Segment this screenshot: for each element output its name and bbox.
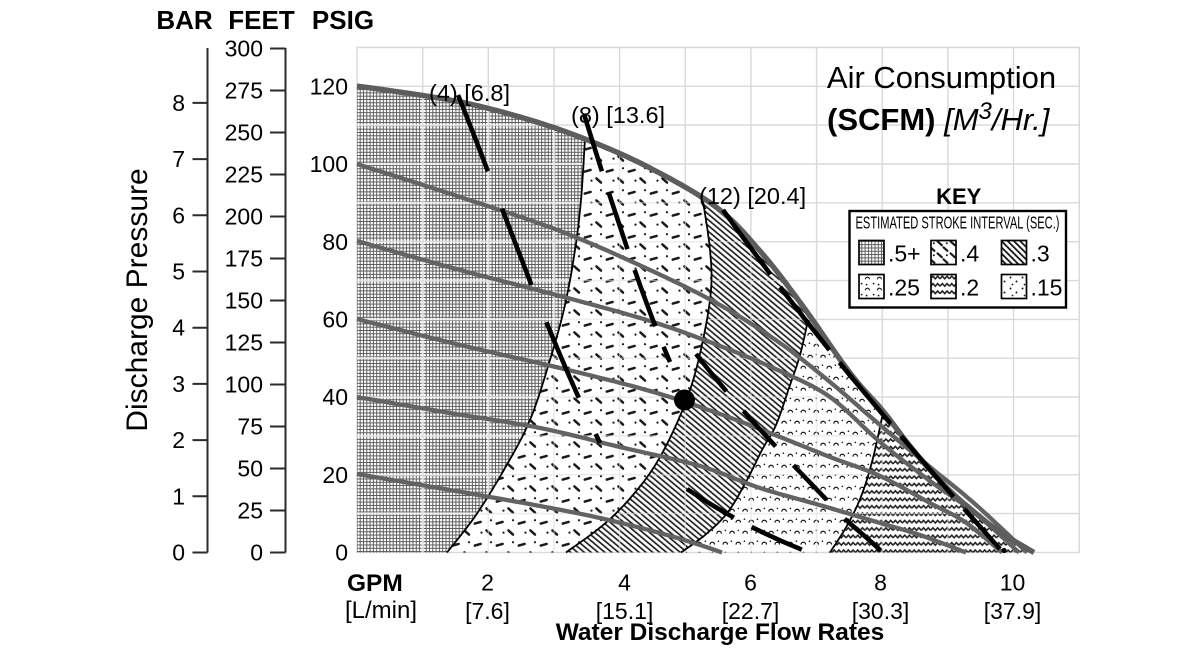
svg-text:60: 60 bbox=[322, 307, 348, 333]
svg-text:2: 2 bbox=[481, 570, 494, 596]
svg-text:(12) [20.4]: (12) [20.4] bbox=[699, 183, 806, 209]
svg-text:[L/min]: [L/min] bbox=[345, 597, 417, 624]
svg-text:0: 0 bbox=[172, 540, 185, 566]
svg-text:(SCFM) [M3/Hr.]: (SCFM) [M3/Hr.] bbox=[827, 98, 1051, 137]
svg-text:.4: .4 bbox=[960, 241, 979, 267]
svg-text:.3: .3 bbox=[1031, 241, 1050, 267]
svg-text:PSIG: PSIG bbox=[312, 5, 374, 35]
svg-text:BAR: BAR bbox=[156, 5, 213, 35]
svg-text:150: 150 bbox=[225, 288, 263, 314]
svg-text:120: 120 bbox=[310, 74, 348, 100]
svg-text:75: 75 bbox=[237, 414, 263, 440]
svg-text:8: 8 bbox=[874, 570, 887, 596]
svg-text:(8) [13.6]: (8) [13.6] bbox=[571, 102, 665, 128]
svg-text:6: 6 bbox=[744, 570, 757, 596]
svg-text:Air Consumption: Air Consumption bbox=[827, 60, 1056, 95]
svg-text:4: 4 bbox=[618, 570, 631, 596]
svg-text:(4) [6.8]: (4) [6.8] bbox=[429, 80, 510, 106]
svg-text:200: 200 bbox=[225, 204, 263, 230]
svg-text:[7.6]: [7.6] bbox=[465, 598, 510, 624]
svg-text:300: 300 bbox=[225, 36, 263, 62]
svg-text:KEY: KEY bbox=[936, 184, 982, 209]
svg-text:20: 20 bbox=[322, 462, 348, 488]
svg-text:275: 275 bbox=[225, 78, 263, 104]
svg-text:175: 175 bbox=[225, 246, 263, 272]
svg-text:0: 0 bbox=[335, 540, 348, 566]
svg-text:50: 50 bbox=[237, 456, 263, 482]
svg-text:5: 5 bbox=[172, 259, 185, 285]
svg-text:3: 3 bbox=[172, 371, 185, 397]
svg-text:225: 225 bbox=[225, 162, 263, 188]
svg-text:[15.1]: [15.1] bbox=[596, 598, 654, 624]
svg-text:Water Discharge Flow Rates: Water Discharge Flow Rates bbox=[556, 619, 885, 646]
svg-text:[30.3]: [30.3] bbox=[852, 598, 910, 624]
svg-text:6: 6 bbox=[172, 202, 185, 228]
svg-text:2: 2 bbox=[172, 427, 185, 453]
svg-text:ESTIMATED STROKE INTERVAL (SEC: ESTIMATED STROKE INTERVAL (SEC.) bbox=[856, 213, 1060, 233]
svg-text:100: 100 bbox=[310, 151, 348, 177]
svg-text:40: 40 bbox=[322, 384, 348, 410]
svg-text:10: 10 bbox=[1000, 570, 1026, 596]
svg-text:250: 250 bbox=[225, 120, 263, 146]
svg-text:7: 7 bbox=[172, 146, 185, 172]
svg-text:.15: .15 bbox=[1031, 275, 1063, 301]
svg-text:[22.7]: [22.7] bbox=[722, 598, 780, 624]
svg-text:25: 25 bbox=[237, 498, 263, 524]
svg-text:0: 0 bbox=[250, 540, 263, 566]
svg-text:.5+: .5+ bbox=[888, 241, 921, 267]
svg-text:.2: .2 bbox=[960, 275, 979, 301]
svg-text:GPM: GPM bbox=[347, 570, 403, 597]
svg-text:Discharge Pressure: Discharge Pressure bbox=[121, 168, 154, 431]
svg-text:4: 4 bbox=[172, 315, 185, 341]
svg-text:[37.9]: [37.9] bbox=[984, 598, 1042, 624]
svg-text:.25: .25 bbox=[888, 275, 920, 301]
svg-text:100: 100 bbox=[225, 372, 263, 398]
svg-text:8: 8 bbox=[172, 90, 185, 116]
svg-text:1: 1 bbox=[172, 483, 185, 509]
svg-text:80: 80 bbox=[322, 229, 348, 255]
svg-text:FEET: FEET bbox=[228, 5, 295, 35]
svg-text:125: 125 bbox=[225, 330, 263, 356]
